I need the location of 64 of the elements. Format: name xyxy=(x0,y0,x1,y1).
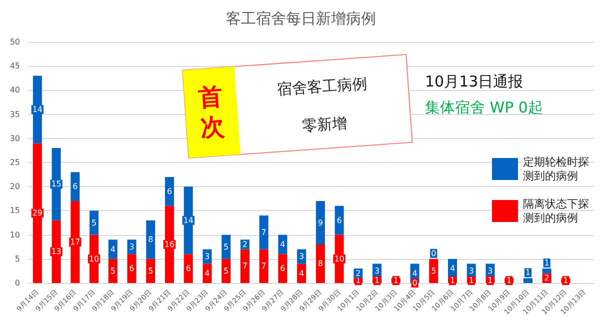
annotation: 宿舍客工病例 xyxy=(276,74,368,99)
data-label: 14 xyxy=(32,104,43,114)
data-label: 3 xyxy=(129,242,134,252)
data-label: 4 xyxy=(450,264,456,274)
data-label: 6 xyxy=(72,182,78,192)
data-label: 5 xyxy=(431,266,436,276)
data-label: 2 xyxy=(544,274,550,283)
data-label: 4 xyxy=(204,268,210,278)
data-label: 10 xyxy=(88,254,100,264)
y-tick-label: 15 xyxy=(10,206,20,216)
y-tick-label: 20 xyxy=(10,182,20,192)
data-label: 7 xyxy=(261,228,266,237)
data-label: 6 xyxy=(186,264,191,274)
data-label: 0 xyxy=(431,248,436,258)
y-tick-label: 5 xyxy=(14,254,20,264)
data-label: 4 xyxy=(299,268,304,278)
data-label: 8 xyxy=(318,259,323,268)
y-tick-label: 40 xyxy=(10,86,20,95)
annotation: 零新增 xyxy=(302,114,348,135)
y-tick-label: 35 xyxy=(10,110,20,119)
data-label: 17 xyxy=(70,238,80,247)
data-label: 8 xyxy=(148,235,154,244)
data-label: 3 xyxy=(299,252,304,261)
y-tick-label: 25 xyxy=(10,158,20,167)
data-label: 6 xyxy=(129,264,134,274)
data-label: 0 xyxy=(412,278,418,288)
data-label: 5 xyxy=(91,218,97,228)
data-label: 29 xyxy=(32,208,43,218)
data-label: 4 xyxy=(110,244,116,254)
data-label: 15 xyxy=(51,180,62,189)
data-label: 5 xyxy=(148,266,154,276)
legend-label: 隔离状态下探测到的病例 xyxy=(523,198,589,224)
y-tick-label: 45 xyxy=(10,62,20,71)
data-label: 4 xyxy=(412,268,418,278)
y-tick-label: 30 xyxy=(10,134,20,143)
y-tick-label: 10 xyxy=(10,230,20,240)
data-label: 16 xyxy=(164,240,175,249)
data-label: 5 xyxy=(110,266,116,276)
data-label: 6 xyxy=(166,186,172,196)
data-label: 6 xyxy=(336,216,342,225)
data-label: 7 xyxy=(261,262,266,271)
data-label: 3 xyxy=(488,266,493,276)
data-label: 7 xyxy=(242,262,248,271)
annotation: 首次 xyxy=(196,82,227,142)
data-label: 5 xyxy=(224,242,229,252)
data-label: 5 xyxy=(224,266,229,276)
legend-label: 定期轮检时探测到的病例 xyxy=(523,156,589,182)
data-label: 3 xyxy=(468,266,474,276)
data-label: 9 xyxy=(318,218,323,228)
y-tick-label: 0 xyxy=(14,278,20,288)
data-label: 13 xyxy=(51,247,62,256)
data-label: 2 xyxy=(242,240,248,249)
data-label: 1 xyxy=(525,268,531,278)
data-label: 3 xyxy=(374,266,380,276)
data-label: 6 xyxy=(280,264,286,274)
y-tick-label: 50 xyxy=(10,38,20,46)
data-label: 3 xyxy=(204,252,210,261)
data-label: 1 xyxy=(544,258,550,268)
chart-title: 客工宿舍每日新增病例 xyxy=(226,10,376,28)
data-label: 14 xyxy=(183,216,194,225)
data-label: 10 xyxy=(334,254,344,264)
data-label: 2 xyxy=(356,268,361,278)
data-label: 4 xyxy=(280,240,286,249)
annotation: 10月13日通报 xyxy=(425,72,524,90)
